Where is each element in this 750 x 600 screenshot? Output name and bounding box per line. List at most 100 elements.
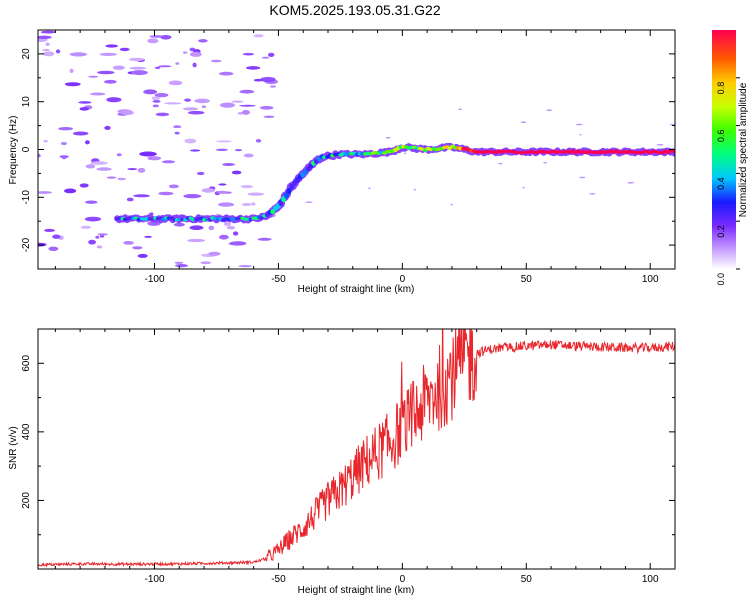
noise-blob	[129, 57, 144, 62]
noise-blob	[219, 71, 234, 76]
spectrogram-x-axis-label: Height of straight line (km)	[298, 284, 415, 295]
noise-blob	[240, 185, 254, 189]
noise-blob	[264, 79, 274, 83]
noise-blob	[247, 192, 264, 196]
noise-blob	[48, 246, 59, 251]
noise-blob	[85, 200, 98, 204]
y-tick-label: 200	[21, 492, 32, 509]
spectrogram-marks	[38, 30, 675, 268]
noise-blob	[200, 261, 212, 265]
noise-blob	[173, 222, 185, 227]
ridge-cell	[286, 188, 292, 195]
noise-blob	[84, 216, 102, 222]
noise-blob	[220, 102, 235, 108]
noise-blob	[161, 160, 176, 164]
noise-blob	[263, 115, 275, 119]
noise-blob	[88, 239, 96, 245]
noise-blob	[201, 105, 206, 108]
noise-blob	[38, 153, 41, 158]
noise-blob	[183, 107, 199, 111]
noise-blob	[368, 187, 371, 189]
noise-blob	[58, 127, 73, 131]
noise-blob	[38, 191, 52, 194]
noise-blob	[223, 221, 232, 227]
noise-blob	[522, 186, 525, 189]
noise-blob	[543, 161, 547, 164]
noise-blob	[133, 194, 151, 198]
noise-blob	[129, 66, 147, 70]
colorbar-ticks: 0.0 0.2 0.4 0.6 0.8	[716, 77, 740, 286]
noise-blob	[231, 100, 244, 103]
snr-y-ticks: 200 400 600	[21, 328, 675, 536]
noise-blob	[184, 98, 192, 102]
x-tick-label: -100	[144, 574, 164, 585]
noise-blob	[131, 70, 148, 76]
noise-blob	[656, 144, 664, 146]
noise-blob	[210, 59, 222, 63]
snr-y-axis-label: SNR (v/v)	[8, 426, 19, 469]
noise-blob	[116, 153, 122, 157]
noise-blob	[99, 235, 105, 238]
noise-blob	[97, 70, 115, 75]
noise-blob	[78, 101, 92, 104]
noise-blob	[208, 225, 215, 231]
noise-blob	[158, 191, 174, 196]
x-tick-label: 50	[521, 574, 533, 585]
noise-blob	[106, 176, 117, 179]
noise-blob	[64, 82, 81, 87]
noise-blob	[157, 65, 172, 68]
noise-blob	[217, 190, 227, 194]
noise-blob	[72, 131, 89, 136]
ridge-cell	[671, 149, 675, 153]
noise-blob	[218, 202, 235, 207]
noise-blob	[152, 104, 159, 108]
noise-blob	[219, 234, 229, 240]
noise-blob	[175, 62, 180, 65]
noise-blob	[669, 123, 675, 126]
noise-blob	[238, 265, 252, 268]
noise-blob	[88, 75, 99, 78]
spectrogram-y-axis-label: Frequency (Hz)	[8, 116, 19, 185]
noise-blob	[184, 138, 197, 144]
y-tick-label: -20	[21, 237, 32, 252]
noise-blob	[112, 65, 125, 70]
noise-blob	[95, 235, 100, 239]
noise-blob	[242, 52, 254, 56]
noise-blob	[251, 202, 256, 206]
noise-blob	[182, 51, 188, 54]
noise-blob	[147, 221, 161, 226]
noise-blob	[90, 161, 108, 165]
noise-blob	[147, 38, 159, 44]
noise-blob	[152, 100, 161, 103]
noise-blob	[149, 212, 154, 216]
noise-blob	[42, 48, 50, 52]
noise-blob	[154, 93, 169, 98]
noise-blob	[151, 96, 160, 100]
noise-blob	[234, 149, 243, 152]
x-tick-label: 100	[642, 274, 659, 285]
noise-blob	[253, 78, 263, 82]
noise-blob	[498, 162, 503, 165]
spectrogram-x-ticks: -100 -50 0 50 100	[54, 30, 676, 285]
noise-blob	[137, 253, 148, 258]
noise-blob	[242, 109, 250, 115]
noise-blob	[239, 104, 256, 107]
noise-blob	[174, 261, 184, 264]
noise-blob	[106, 97, 122, 103]
noise-blob	[64, 188, 77, 194]
noise-blob	[105, 44, 118, 48]
noise-blob	[79, 107, 90, 111]
y-tick-label: 20	[21, 48, 32, 60]
ridge-cell	[270, 209, 276, 215]
colorbar: 0.0 0.2 0.4 0.6 0.8 Normalized spectral ampl…	[712, 30, 749, 286]
noise-blob	[222, 163, 236, 166]
noise-blob	[575, 123, 583, 126]
noise-blob	[232, 231, 239, 236]
noise-blob	[243, 153, 254, 158]
snr-x-ticks: -100 -50 0 50 100	[54, 329, 676, 585]
noise-blob	[104, 125, 111, 130]
y-tick-label: 400	[21, 423, 32, 440]
colorbar-tick-label: 0.4	[716, 177, 726, 190]
